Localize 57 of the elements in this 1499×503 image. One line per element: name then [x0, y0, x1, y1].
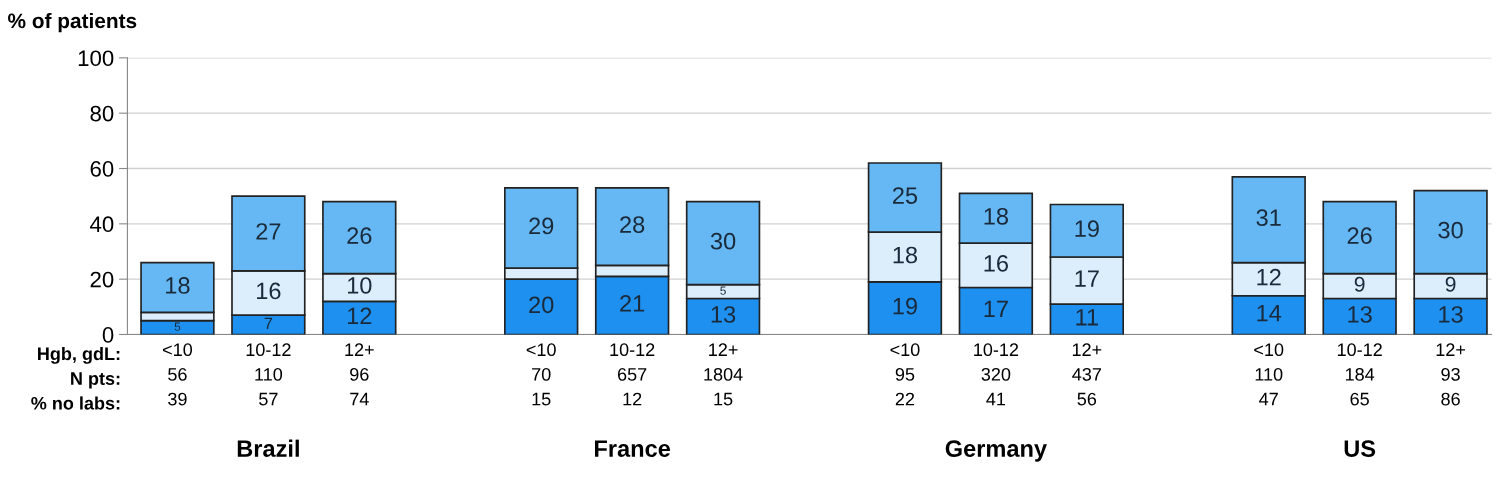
data-label: 5 [720, 286, 726, 295]
x-tick-label: 10-12 657 12 [610, 343, 655, 406]
data-label: 12 [1257, 268, 1281, 286]
x-tick-label: 12+ 1804 15 [704, 343, 743, 406]
y-axis-title: % of patients [8, 12, 137, 33]
x-tick-label: <10 70 15 [526, 343, 556, 406]
x-tick-label: 12+ 96 74 [345, 343, 374, 406]
data-label: 9 [1445, 276, 1456, 292]
data-label: 18 [166, 277, 190, 294]
data-label: 11 [1076, 309, 1098, 326]
data-label: 30 [1438, 221, 1463, 239]
data-label: 31 [1256, 209, 1281, 227]
data-label: 13 [711, 306, 736, 323]
data-label: 19 [1075, 220, 1099, 238]
data-label: 5 [174, 322, 181, 331]
data-label: 13 [1348, 306, 1372, 323]
data-label: 17 [984, 300, 1008, 318]
x-tick-label: <10 95 22 [890, 343, 920, 406]
y-tick-label: 0 [102, 327, 114, 343]
x-tick-label: <10 56 39 [163, 343, 193, 406]
text: US [1344, 440, 1376, 457]
y-tick-label: 20 [90, 271, 114, 288]
data-label: 27 [256, 223, 281, 240]
data-label: 16 [257, 282, 281, 300]
text: France [595, 440, 671, 457]
data-label: 19 [893, 297, 917, 315]
text: Germany [945, 440, 1047, 462]
y-tick-label: 60 [90, 161, 114, 177]
y-tick-label: 80 [90, 105, 114, 122]
x-tick-label: 10-12 320 41 [974, 343, 1019, 406]
y-tick-label: 40 [90, 216, 114, 233]
data-label: 18 [893, 246, 918, 264]
data-label: 21 [620, 295, 645, 312]
x-tick-label: 12+ 93 86 [1436, 343, 1466, 406]
data-label: 20 [529, 296, 554, 314]
data-label: 12 [347, 307, 372, 324]
x-tick-label: 10-12 110 57 [246, 343, 291, 406]
data-label: 30 [710, 232, 736, 250]
data-label: 25 [893, 187, 918, 204]
x-tick-label: 10-12 184 65 [1337, 343, 1382, 406]
y-tick-label: 100 [78, 50, 114, 67]
data-label: 14 [1257, 304, 1282, 322]
x-tick-label: 12+ 437 56 [1072, 343, 1102, 406]
data-label: 13 [1439, 306, 1463, 323]
data-label: 9 [1354, 276, 1365, 292]
text: Hgb, gdL: N pts: % no labs: [31, 346, 120, 410]
data-label: 16 [984, 254, 1008, 272]
data-label: 28 [620, 216, 645, 233]
text: Brazil [237, 439, 299, 457]
data-label: 17 [1075, 270, 1099, 287]
data-label: 29 [529, 217, 554, 235]
x-tick-label: <10 110 47 [1254, 343, 1284, 406]
data-label: 26 [347, 227, 372, 245]
data-label: 26 [1347, 227, 1372, 245]
data-label: 10 [348, 277, 372, 294]
data-label: 18 [984, 207, 1008, 225]
data-label: 7 [264, 317, 273, 330]
